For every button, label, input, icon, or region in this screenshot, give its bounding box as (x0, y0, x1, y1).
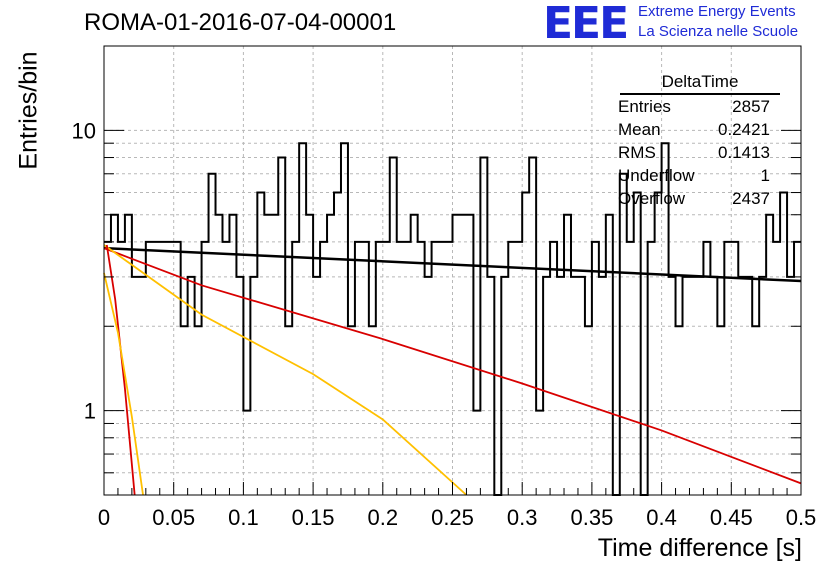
fit-curve (103, 246, 802, 283)
stats-label: Overflow (618, 189, 686, 208)
x-tick-label: 0.15 (292, 505, 335, 530)
exp-yellow-2-curve (103, 272, 144, 496)
y-tick-label: 10 (72, 118, 96, 143)
stats-label: Entries (618, 97, 671, 116)
eee-logo: EEE (543, 0, 629, 49)
x-axis-label: Time difference [s] (597, 534, 802, 562)
x-tick-label: 0 (98, 505, 110, 530)
exp-red-2-curve (105, 244, 136, 496)
stats-box: DeltaTime Entries 2857 Mean 0.2421 RMS 0.14… (612, 72, 780, 210)
plot-title: ROMA-01-2016-07-04-00001 (84, 9, 397, 36)
x-tick-label: 0.1 (228, 505, 259, 530)
y-axis-label: Entries/bin (14, 51, 43, 170)
exp-yellow-1-curve (103, 244, 468, 496)
x-tick-label: 0.4 (646, 505, 677, 530)
stats-row: Overflow 2437 (612, 187, 780, 210)
grid-lines (104, 46, 801, 495)
x-tick-label: 0.05 (152, 505, 195, 530)
x-tick-label: 0.25 (431, 505, 474, 530)
x-tick-label: 0.2 (368, 505, 399, 530)
stats-title: DeltaTime (620, 72, 780, 95)
x-tick-label: 0.3 (507, 505, 538, 530)
stats-value: 0.1413 (718, 143, 770, 162)
exp-red-1-curve (103, 247, 802, 485)
stats-label: RMS (618, 143, 656, 162)
y-tick-label: 1 (84, 399, 96, 424)
stats-label: Underflow (618, 166, 695, 185)
stats-row: Entries 2857 (612, 95, 780, 118)
logo-line-1: Extreme Energy Events (638, 3, 796, 20)
stats-value: 2857 (732, 97, 770, 116)
x-tick-label: 0.35 (570, 505, 613, 530)
stats-value: 1 (760, 166, 770, 185)
histogram-series (104, 142, 801, 496)
tick-labels: 0 0.05 0.1 0.15 0.2 0.25 0.3 0.35 0.4 0.45 0.5 1 10 (72, 118, 817, 530)
stats-row: Mean 0.2421 (612, 118, 780, 141)
fit-curves (103, 244, 802, 496)
x-tick-label: 0.45 (710, 505, 753, 530)
stats-label: Mean (618, 120, 661, 139)
stats-value: 0.2421 (718, 120, 770, 139)
histogram-outline (104, 142, 801, 496)
logo-line-2: La Scienza nelle Scuole (638, 23, 799, 40)
stats-value: 2437 (732, 189, 770, 208)
axis-ticks (103, 45, 802, 496)
stats-row: Underflow 1 (612, 164, 780, 187)
stats-row: RMS 0.1413 (612, 141, 780, 164)
x-tick-label: 0.5 (786, 505, 817, 530)
